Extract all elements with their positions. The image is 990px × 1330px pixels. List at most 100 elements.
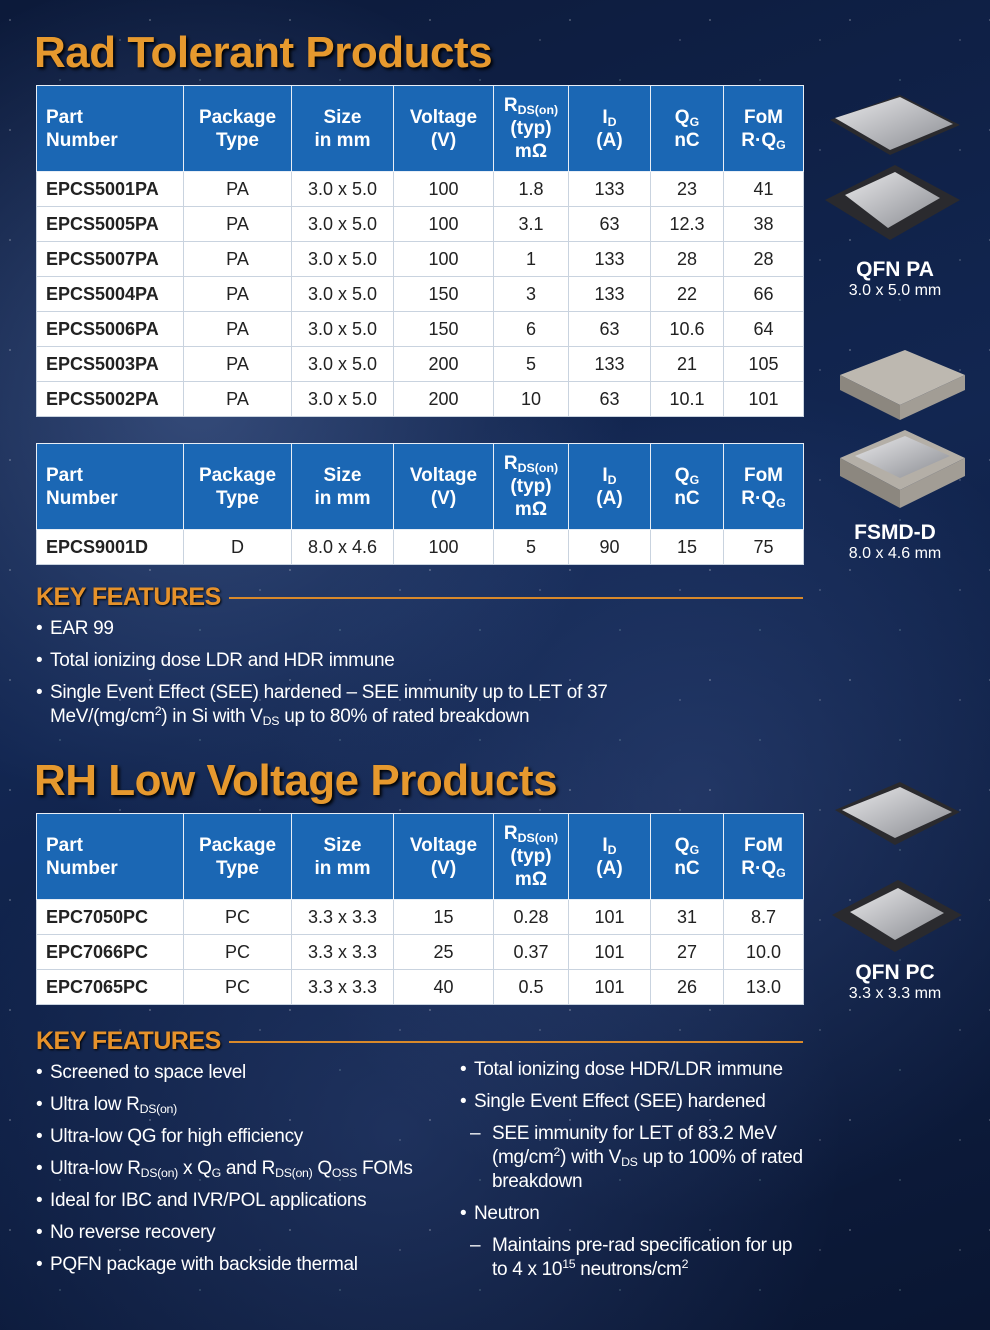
text: Type [216,857,259,879]
cell: 5 [493,529,569,565]
feature-list: EAR 99 Total ionizing dose LDR and HDR im… [36,617,656,737]
data-row: EPCS5001PA PA 3.0 x 5.0 100 1.8 133 23 41 [36,171,804,207]
cell: 28 [723,241,804,277]
cell: 100 [393,241,494,277]
header-cell: FoM R·QG [723,85,804,172]
cell: PA [183,276,292,312]
subscript: G [689,472,700,487]
cell: 15 [393,899,494,935]
cell: 8.0 x 4.6 [291,529,394,565]
text: Size [323,834,362,856]
cell: PA [183,171,292,207]
cell: 6 [493,311,569,347]
product-name: QFN PA [856,258,934,281]
cell: 3 [493,276,569,312]
data-row: EPC7066PC PC 3.3 x 3.3 25 0.37 101 27 10.0 [36,934,804,970]
superscript: 2 [681,1257,689,1272]
text: Voltage [409,464,478,486]
data-row: EPCS5003PA PA 3.0 x 5.0 200 5 133 21 105 [36,346,804,382]
cell: 40 [393,969,494,1005]
cell: 3.3 x 3.3 [291,934,394,970]
text: ) with V [560,1147,622,1168]
header-cell: QG nC [650,85,724,172]
text: Package [198,834,277,856]
feature-list: Total ionizing dose HDR/LDR immune Single… [460,1058,810,1290]
cell: 10.0 [723,934,804,970]
text: Single Event Effect (SEE) hardened [474,1091,766,1112]
text: and R [220,1158,276,1179]
text: mΩ [514,141,548,162]
subscript: DS(on) [517,461,559,476]
header-cell: ID (A) [568,85,651,172]
subscript: D [607,472,617,487]
header-cell: Size in mm [291,813,394,900]
cell: 101 [568,969,651,1005]
text: SEE immunity for LET of 83.2 MeV (mg/cm [492,1123,777,1168]
text: ) in Si with V [161,706,263,727]
text: Voltage [409,106,478,128]
text: Q [674,106,690,128]
data-row: EPC7065PC PC 3.3 x 3.3 40 0.5 101 26 13.0 [36,969,804,1005]
cell: 75 [723,529,804,565]
text: FoM [743,834,784,856]
cell: 0.5 [493,969,569,1005]
cell: 21 [650,346,724,382]
cell: 1 [493,241,569,277]
cell: 101 [723,381,804,417]
text: I [602,106,608,128]
header-cell: Part Number [36,813,184,900]
cell: 3.1 [493,206,569,242]
text: R [503,453,518,474]
cell: 3.0 x 5.0 [291,311,394,347]
feature-item: Screened to space level [36,1061,456,1085]
text: in mm [314,129,371,151]
header-cell: FoM R·QG [723,443,804,530]
cell: 3.0 x 5.0 [291,346,394,382]
text: R·Q [741,487,777,509]
cell: PC [183,934,292,970]
text: Total ionizing dose LDR and HDR immune [50,650,395,671]
text: Number [46,857,118,879]
feature-subitem: Maintains pre-rad specification for up t… [460,1234,810,1282]
heading-text: KEY FEATURES [36,583,221,611]
feature-item: Ultra-low RDS(on) x QG and RDS(on) QOSS … [36,1157,456,1181]
text: R [503,95,518,116]
cell: 3.0 x 5.0 [291,206,394,242]
text: Type [216,129,259,151]
data-row: EPCS5004PA PA 3.0 x 5.0 150 3 133 22 66 [36,276,804,312]
cell: 133 [568,171,651,207]
cell: 8.7 [723,899,804,935]
text: Package [198,106,277,128]
header-cell: Package Type [183,813,292,900]
text: nC [674,129,700,151]
feature-subitem: SEE immunity for LET of 83.2 MeV (mg/cm2… [460,1122,810,1194]
product-label: QFN PC 3.3 x 3.3 mm [820,961,970,1003]
subscript: DS(on) [140,1166,179,1181]
cell: 3.0 x 5.0 [291,171,394,207]
feature-item: EAR 99 [36,617,656,641]
feature-item: Ultra-low QG for high efficiency [36,1125,456,1149]
header-cell: RDS(on) (typ) mΩ [493,813,569,900]
text: Total ionizing dose HDR/LDR immune [474,1059,783,1080]
cell: 28 [650,241,724,277]
cell: 0.37 [493,934,569,970]
feature-item: PQFN package with backside thermal [36,1253,456,1277]
cell: 31 [650,899,724,935]
subscript: G [689,842,700,857]
header-cell: Part Number [36,85,184,172]
header-row: Part Number Package Type Size in mm Voltage (V)… [36,443,804,530]
text: Number [46,487,118,509]
subscript: DS(on) [139,1102,178,1117]
cell: 200 [393,381,494,417]
cell: 25 [393,934,494,970]
cell: 3.0 x 5.0 [291,241,394,277]
cell: 200 [393,346,494,382]
text: PQFN package with backside thermal [50,1254,358,1275]
cell: EPCS5003PA [36,346,184,382]
feature-item: Total ionizing dose LDR and HDR immune [36,649,656,673]
header-cell: Voltage (V) [393,813,494,900]
header-cell: RDS(on) (typ) mΩ [493,443,569,530]
cell: 3.3 x 3.3 [291,899,394,935]
text: nC [674,487,700,509]
